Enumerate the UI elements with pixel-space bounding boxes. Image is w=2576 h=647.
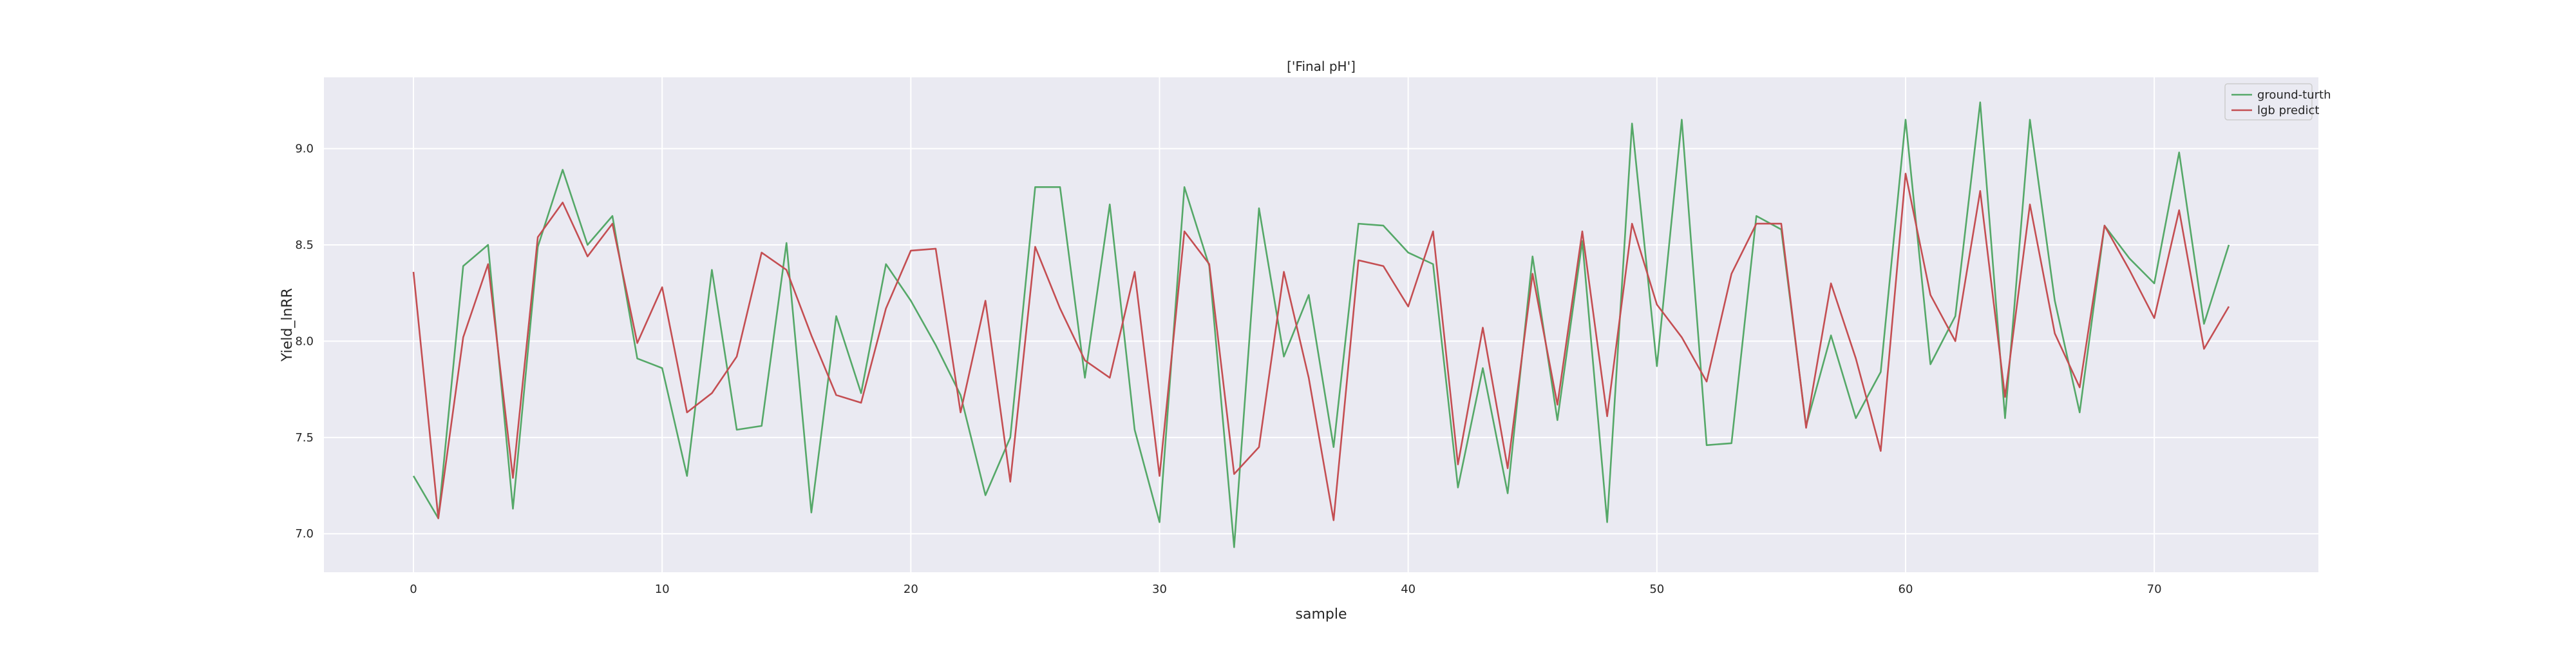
legend-label: ground-turth — [2257, 88, 2331, 102]
series-line-lgb-predict — [412, 173, 2230, 521]
x-axis-label: sample — [1296, 606, 1347, 623]
series-line-ground-turth — [412, 101, 2230, 548]
y-tick-label: 8.5 — [295, 238, 314, 252]
x-tick-label: 60 — [1899, 583, 1913, 596]
x-tick-label: 50 — [1649, 583, 1664, 596]
x-tick-label: 30 — [1152, 583, 1167, 596]
y-tick-label: 8.0 — [295, 334, 314, 348]
y-tick-label: 9.0 — [295, 142, 314, 156]
legend: ground-turth lgb predict — [2224, 83, 2331, 121]
y-tick-label: 7.0 — [295, 527, 314, 541]
x-tick-label: 10 — [655, 583, 670, 596]
y-tick-label: 7.5 — [295, 431, 314, 445]
x-tick-label: 40 — [1401, 583, 1416, 596]
chart-title: ['Final pH'] — [1287, 59, 1356, 74]
x-tick-label: 20 — [904, 583, 918, 596]
x-tick-label: 0 — [410, 583, 417, 596]
legend-label: lgb predict — [2257, 104, 2319, 117]
x-tick-label: 70 — [2147, 583, 2162, 596]
plot-area — [324, 77, 2318, 572]
y-axis-label: Yield_lnRR — [279, 288, 296, 362]
